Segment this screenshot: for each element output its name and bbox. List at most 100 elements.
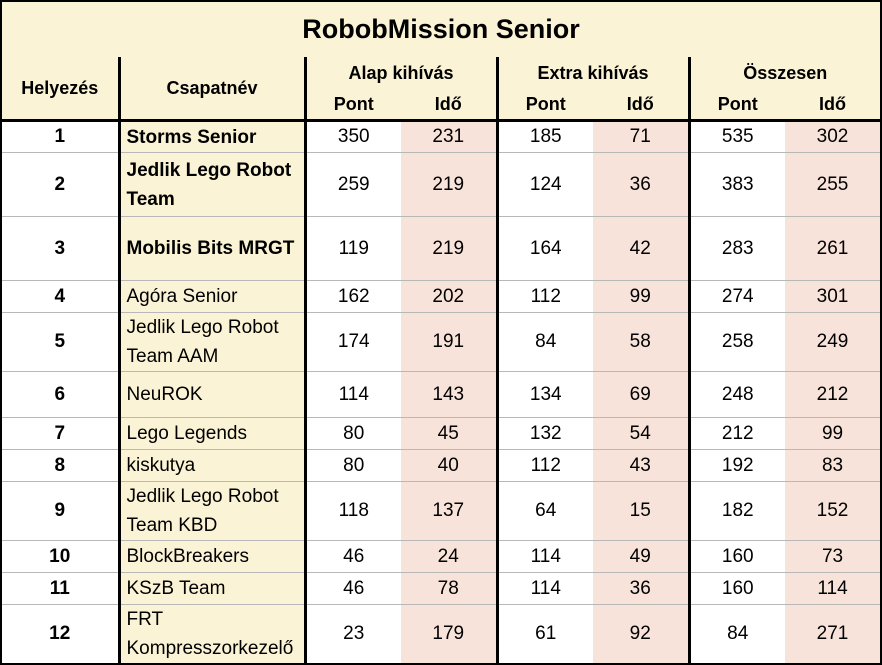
header-pont: Pont: [305, 89, 401, 122]
table-body: 1 Storms Senior 350 231 185 71 535 302 2 Jedlik L…: [0, 120, 882, 665]
osszesen-ido-cell: 83: [785, 449, 882, 482]
osszesen-ido-cell: 302: [785, 120, 882, 153]
osszesen-pont-cell: 258: [689, 312, 785, 372]
team-name-cell: NeuROK: [119, 371, 307, 418]
osszesen-ido-cell: 261: [785, 216, 882, 281]
header-ido: Idő: [785, 89, 882, 122]
osszesen-pont-cell: 248: [689, 371, 785, 418]
extra-ido-cell: 49: [593, 540, 691, 573]
table-row: 7 Lego Legends 80 45 132 54 212 99: [0, 417, 882, 450]
table-row: 11 KSzB Team 46 78 114 36 160 114: [0, 572, 882, 605]
header-rank: Helyezés: [0, 57, 121, 122]
alap-pont-cell: 23: [305, 604, 401, 665]
osszesen-ido-cell: 73: [785, 540, 882, 573]
extra-ido-cell: 71: [593, 120, 691, 153]
osszesen-pont-cell: 212: [689, 417, 785, 450]
extra-pont-cell: 124: [497, 152, 593, 217]
rank-cell: 10: [0, 540, 121, 573]
osszesen-ido-cell: 152: [785, 481, 882, 541]
extra-pont-cell: 61: [497, 604, 593, 665]
alap-ido-cell: 40: [401, 449, 499, 482]
osszesen-pont-cell: 160: [689, 540, 785, 573]
extra-ido-cell: 36: [593, 572, 691, 605]
extra-pont-cell: 134: [497, 371, 593, 418]
osszesen-ido-cell: 271: [785, 604, 882, 665]
rank-cell: 3: [0, 216, 121, 281]
header-team: Csapatnév: [119, 57, 307, 122]
extra-pont-cell: 112: [497, 449, 593, 482]
header-pont: Pont: [497, 89, 593, 122]
alap-ido-cell: 137: [401, 481, 499, 541]
alap-ido-cell: 24: [401, 540, 499, 573]
alap-pont-cell: 119: [305, 216, 401, 281]
extra-pont-cell: 132: [497, 417, 593, 450]
alap-pont-cell: 162: [305, 280, 401, 313]
osszesen-pont-cell: 274: [689, 280, 785, 313]
osszesen-pont-cell: 192: [689, 449, 785, 482]
extra-ido-cell: 15: [593, 481, 691, 541]
rank-cell: 4: [0, 280, 121, 313]
table-row: 2 Jedlik Lego Robot Team 259 219 124 36 383 255: [0, 152, 882, 217]
team-name-cell: BlockBreakers: [119, 540, 307, 573]
alap-pont-cell: 118: [305, 481, 401, 541]
osszesen-pont-cell: 535: [689, 120, 785, 153]
alap-ido-cell: 179: [401, 604, 499, 665]
table-row: 1 Storms Senior 350 231 185 71 535 302: [0, 120, 882, 153]
team-name-cell: KSzB Team: [119, 572, 307, 605]
extra-ido-cell: 69: [593, 371, 691, 418]
alap-pont-cell: 174: [305, 312, 401, 372]
osszesen-pont-cell: 160: [689, 572, 785, 605]
table-row: 6 NeuROK 114 143 134 69 248 212: [0, 371, 882, 418]
alap-ido-cell: 45: [401, 417, 499, 450]
header-group-osszesen: Összesen: [689, 57, 882, 89]
team-name-cell: FRT Kompresszorkezelő: [119, 604, 307, 665]
rank-cell: 9: [0, 481, 121, 541]
team-name-cell: Jedlik Lego Robot Team: [119, 152, 307, 217]
extra-ido-cell: 43: [593, 449, 691, 482]
rank-cell: 5: [0, 312, 121, 372]
rank-cell: 11: [0, 572, 121, 605]
team-name-cell: Jedlik Lego Robot Team KBD: [119, 481, 307, 541]
extra-ido-cell: 92: [593, 604, 691, 665]
osszesen-ido-cell: 249: [785, 312, 882, 372]
alap-pont-cell: 259: [305, 152, 401, 217]
alap-ido-cell: 219: [401, 152, 499, 217]
extra-pont-cell: 84: [497, 312, 593, 372]
osszesen-ido-cell: 99: [785, 417, 882, 450]
rank-cell: 6: [0, 371, 121, 418]
alap-pont-cell: 350: [305, 120, 401, 153]
alap-pont-cell: 80: [305, 417, 401, 450]
table-row: 9 Jedlik Lego Robot Team KBD 118 137 64 15 182…: [0, 481, 882, 541]
table-row: 12 FRT Kompresszorkezelő 23 179 61 92 84 271: [0, 604, 882, 665]
alap-ido-cell: 191: [401, 312, 499, 372]
alap-ido-cell: 78: [401, 572, 499, 605]
alap-ido-cell: 143: [401, 371, 499, 418]
team-name-cell: Jedlik Lego Robot Team AAM: [119, 312, 307, 372]
extra-ido-cell: 42: [593, 216, 691, 281]
osszesen-ido-cell: 212: [785, 371, 882, 418]
header-ido: Idő: [593, 89, 691, 122]
osszesen-pont-cell: 182: [689, 481, 785, 541]
extra-ido-cell: 36: [593, 152, 691, 217]
table-row: 10 BlockBreakers 46 24 114 49 160 73: [0, 540, 882, 573]
team-name-cell: Storms Senior: [119, 120, 307, 153]
header-ido: Idő: [401, 89, 499, 122]
team-name-cell: Lego Legends: [119, 417, 307, 450]
extra-pont-cell: 114: [497, 572, 593, 605]
rank-cell: 8: [0, 449, 121, 482]
alap-pont-cell: 46: [305, 540, 401, 573]
osszesen-ido-cell: 114: [785, 572, 882, 605]
rank-cell: 7: [0, 417, 121, 450]
rank-cell: 12: [0, 604, 121, 665]
extra-pont-cell: 112: [497, 280, 593, 313]
osszesen-pont-cell: 383: [689, 152, 785, 217]
extra-ido-cell: 54: [593, 417, 691, 450]
extra-ido-cell: 99: [593, 280, 691, 313]
table-row: 3 Mobilis Bits MRGT 119 219 164 42 283 261: [0, 216, 882, 281]
table-row: 8 kiskutya 80 40 112 43 192 83: [0, 449, 882, 482]
extra-pont-cell: 164: [497, 216, 593, 281]
alap-pont-cell: 80: [305, 449, 401, 482]
extra-pont-cell: 114: [497, 540, 593, 573]
